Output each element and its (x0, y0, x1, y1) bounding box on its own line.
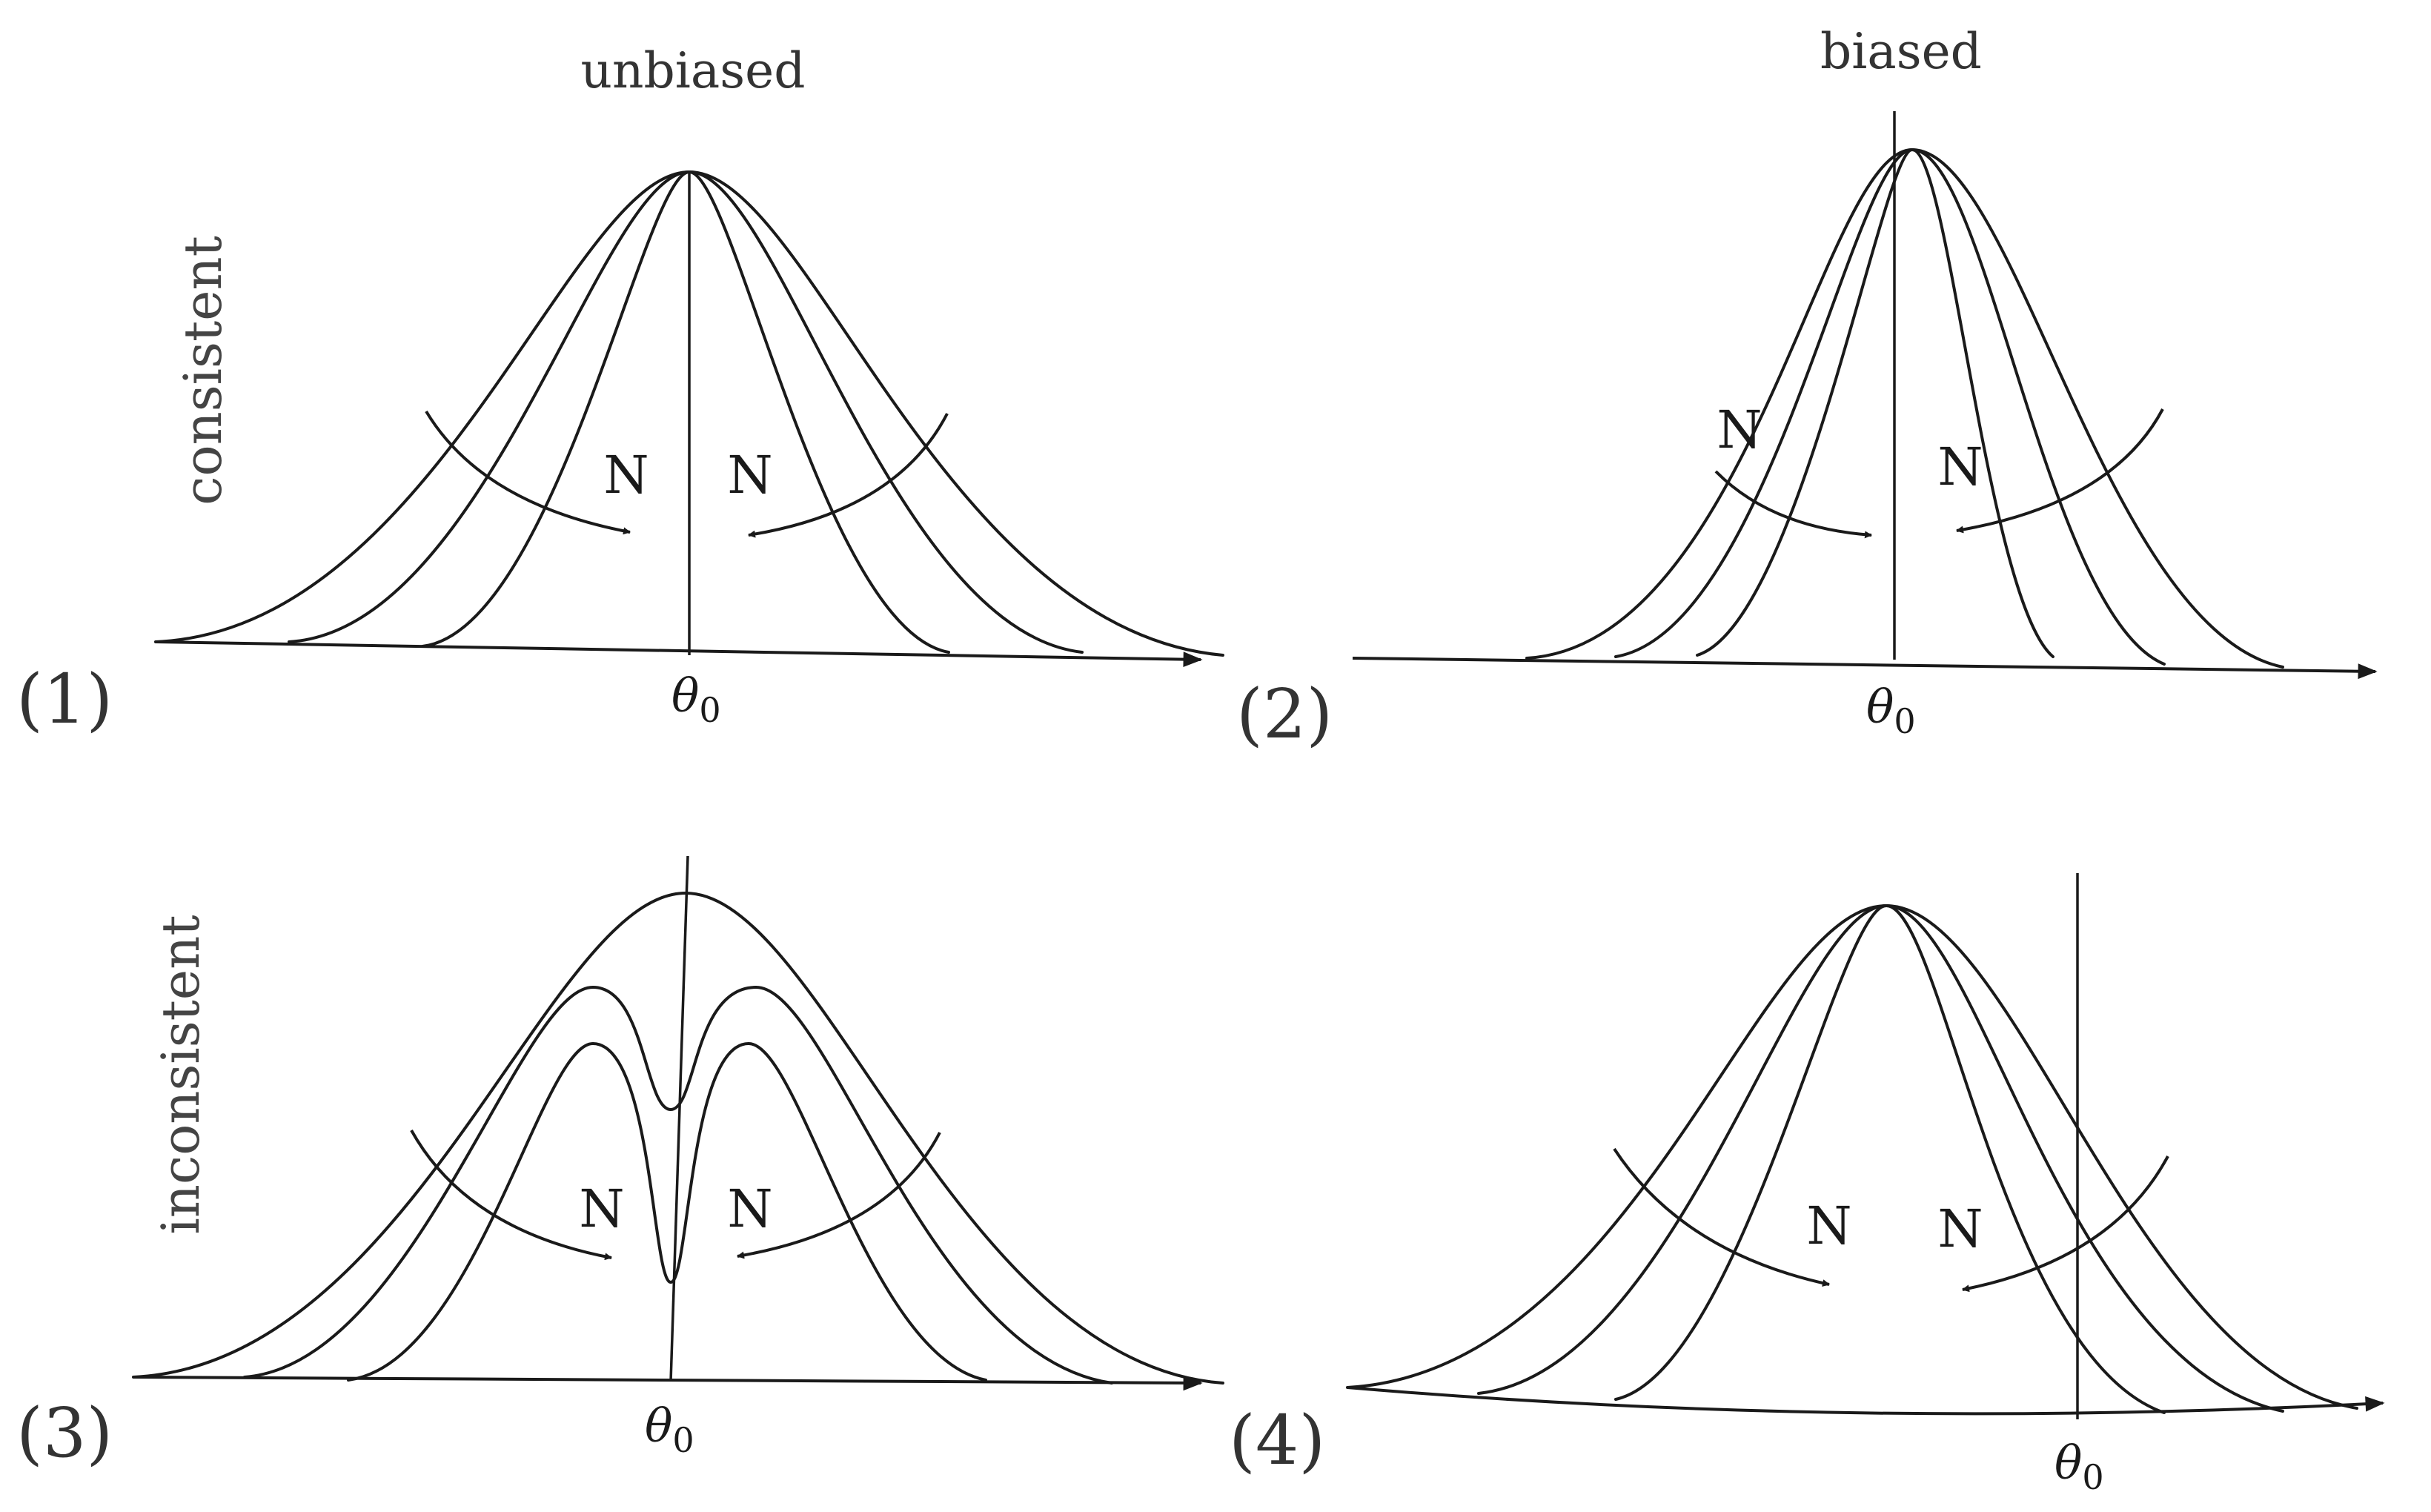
panel-3-curve-mid (243, 986, 1113, 1385)
panel-2-n-left: N (1717, 399, 1762, 460)
panel-3-curve-wide (132, 892, 1224, 1385)
panel-1: N N θ0 (1) (16, 170, 1224, 739)
panel-1-number: (1) (16, 660, 113, 739)
panel-3-number: (3) (16, 1393, 113, 1473)
panel-1-theta-label: θ0 (671, 669, 721, 730)
panel-1-arrow-right (748, 413, 949, 538)
panel-2-number: (2) (1236, 674, 1333, 754)
panel-1-n-right: N (727, 445, 772, 505)
panel-4-arrow-right (1962, 1155, 2169, 1293)
panel-4-number: (4) (1229, 1401, 1325, 1480)
panel-4-arrow-left (1613, 1147, 1830, 1287)
panel-3-n-left: N (579, 1178, 624, 1239)
panel-4-n-left: N (1806, 1196, 1851, 1256)
panel-3-theta-line (669, 855, 689, 1382)
panel-4-curve-mid (1477, 904, 2284, 1413)
panel-2: N N θ0 (2) (1236, 111, 2378, 754)
panel-4-n-right: N (1937, 1198, 1983, 1259)
panel-3-arrow-left (410, 1130, 612, 1261)
row-heading-consistent: consistent (173, 236, 233, 505)
panel-1-arrow-left (425, 410, 631, 535)
panel-2-arrow-right (1956, 408, 2164, 534)
panel-3-n-right: N (727, 1178, 772, 1239)
panel-3: N N θ0 (3) (16, 855, 1224, 1473)
panel-1-axis (155, 640, 1203, 668)
panel-2-curve-mid (1614, 148, 2166, 666)
panel-3-theta-label: θ0 (645, 1399, 694, 1460)
panel-2-curve-wide (1525, 148, 2284, 669)
panel-4-theta-label: θ0 (2054, 1436, 2104, 1497)
panel-4-axis (1347, 1386, 2385, 1416)
panel-3-axis (133, 1375, 1203, 1391)
panel-2-theta-label: θ0 (1866, 680, 1916, 741)
panel-2-curve-narrow (1696, 148, 2054, 658)
panel-1-curve-narrow (421, 170, 950, 654)
panel-2-arrow-left (1714, 470, 1872, 539)
row-heading-inconsistent: inconsistent (150, 915, 211, 1235)
panel-3-curve-narrow (347, 1042, 987, 1382)
panel-2-n-right: N (1937, 437, 1983, 497)
panel-1-n-left: N (603, 445, 649, 505)
panel-3-arrow-right (737, 1132, 941, 1259)
panel-1-curve-mid (288, 170, 1084, 654)
panel-2-axis (1352, 657, 2378, 680)
panel-4: N N θ0 (4) (1229, 873, 2385, 1497)
panel-4-curve-wide (1346, 904, 2358, 1410)
panel-4-curve-narrow (1614, 904, 2166, 1414)
column-heading-unbiased: unbiased (581, 42, 806, 99)
column-heading-biased: biased (1820, 23, 1982, 80)
